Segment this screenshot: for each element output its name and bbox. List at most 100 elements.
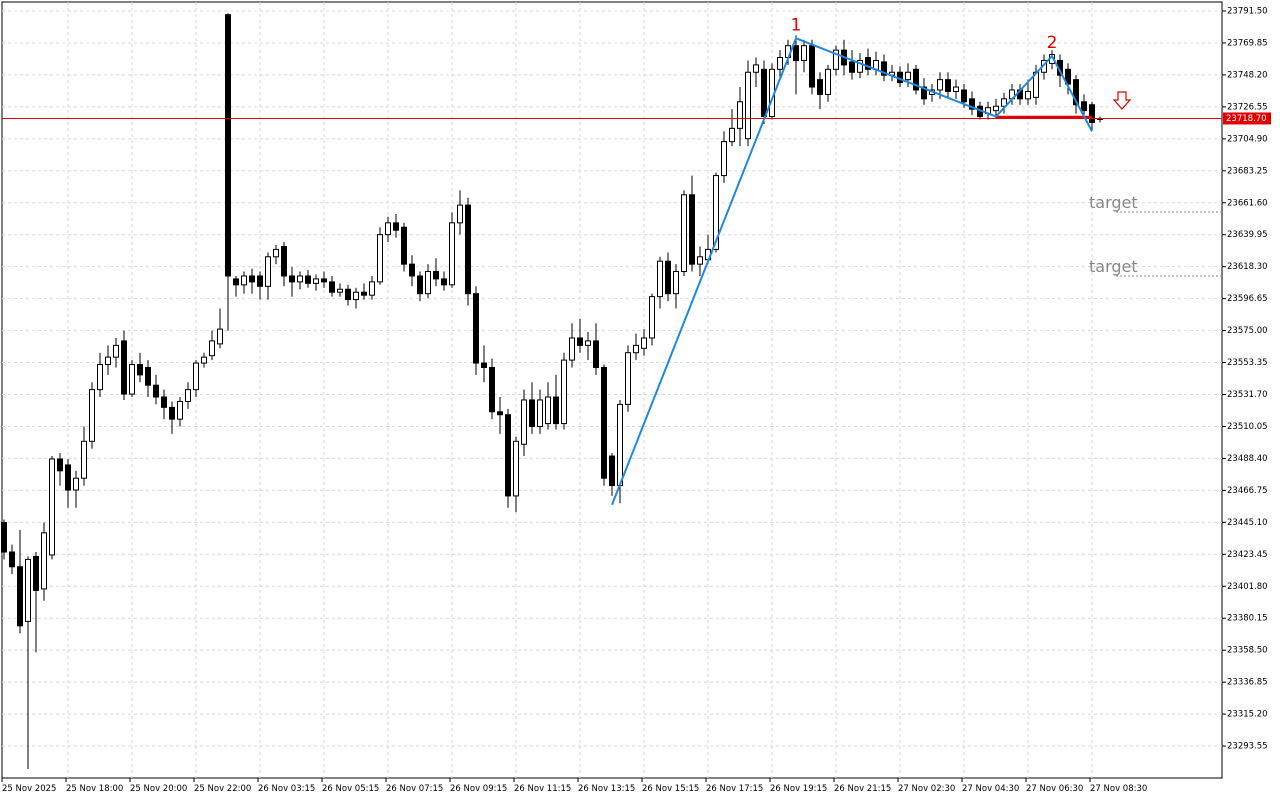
candle-body	[809, 45, 815, 88]
x-tick-label: 25 Nov 20:00	[130, 784, 187, 794]
y-tick-label: 23336.85	[1227, 678, 1268, 688]
y-tick-label: 23748.20	[1227, 70, 1268, 80]
grid: 23791.50 23769.85 23748.20 23726.55 23704.90…	[1, 2, 1268, 794]
candle-body	[369, 281, 375, 296]
candle-body	[177, 400, 183, 420]
candle-body	[721, 141, 727, 177]
candle-body	[713, 175, 719, 250]
x-tick-label: 27 Nov 02:30	[898, 784, 955, 794]
x-tick-label: 26 Nov 03:15	[258, 784, 315, 794]
candle-body	[601, 366, 607, 479]
candle-body	[201, 356, 207, 364]
target-label: target	[1089, 193, 1138, 212]
candle-body	[793, 45, 799, 61]
candle-body	[393, 222, 399, 231]
candle-body	[1089, 104, 1095, 123]
candle-body	[1, 521, 7, 553]
candle-body	[273, 248, 279, 258]
candle-body	[937, 79, 943, 91]
candle-body	[681, 194, 687, 273]
x-tick-label: 27 Nov 06:30	[1026, 784, 1083, 794]
candle-body	[145, 366, 151, 386]
y-tick-label: 23769.85	[1227, 38, 1268, 48]
candle-body	[625, 352, 631, 405]
price-label-box	[1223, 112, 1271, 125]
candle-body	[97, 364, 103, 391]
candle-body	[921, 86, 927, 100]
candle-body	[401, 226, 407, 265]
candle-body	[441, 278, 447, 286]
candle-body	[649, 296, 655, 339]
candle-body	[249, 275, 255, 283]
candle-body	[425, 271, 431, 295]
candle-body	[545, 396, 551, 425]
candle-body	[569, 337, 575, 361]
candle-body	[57, 458, 63, 472]
candle-body	[881, 61, 887, 76]
candle-body	[1025, 90, 1031, 100]
y-tick-label: 23466.75	[1227, 486, 1268, 496]
x-tick-label: 26 Nov 15:15	[642, 784, 699, 794]
candle-body	[489, 366, 495, 413]
candle-body	[993, 105, 999, 112]
y-tick-label: 23661.60	[1227, 198, 1268, 208]
y-tick-label: 23423.45	[1227, 550, 1268, 560]
candle-body	[777, 57, 783, 70]
candle-body	[257, 275, 263, 287]
candle-body	[593, 340, 599, 368]
candle-body	[817, 79, 823, 95]
candle-body	[553, 396, 559, 425]
x-tick-label: 26 Nov 09:15	[450, 784, 507, 794]
candle-body	[241, 275, 247, 286]
x-tick-label: 26 Nov 11:15	[514, 784, 571, 794]
candle-body	[657, 260, 663, 298]
y-tick-label: 23315.20	[1227, 710, 1268, 720]
candle-body	[465, 204, 471, 295]
marks	[1, 13, 1103, 769]
candle-body	[969, 98, 975, 110]
candle-body	[113, 344, 119, 358]
candle-body	[737, 101, 743, 129]
y-tick-label: 23704.90	[1227, 134, 1268, 144]
candle-body	[457, 204, 463, 224]
y-tick-label: 23726.55	[1227, 102, 1268, 112]
y-tick-label: 23531.70	[1227, 390, 1268, 400]
candle-body	[49, 458, 55, 556]
candle-body	[753, 64, 759, 73]
candle-body	[953, 86, 959, 92]
candle-body	[449, 222, 455, 286]
candle-body	[233, 278, 239, 286]
zigzag	[611, 37, 1093, 506]
candle-body	[849, 61, 855, 73]
candle-body	[913, 68, 919, 91]
candle-body	[185, 389, 191, 402]
candle-body	[761, 68, 767, 118]
x-tick-label: 25 Nov 18:00	[66, 784, 123, 794]
candle-body	[193, 362, 199, 391]
candle-body	[289, 275, 295, 283]
price-label: 23718.70	[1226, 114, 1267, 124]
candle-body	[1001, 98, 1007, 107]
x-tick-label: 26 Nov 13:15	[578, 784, 635, 794]
candle-body	[825, 68, 831, 95]
candle-body	[161, 396, 167, 408]
candle-body	[33, 555, 39, 591]
y-tick-label: 23553.35	[1227, 358, 1268, 368]
candle-body	[433, 271, 439, 280]
candle-body	[377, 234, 383, 283]
x-tick-label: 27 Nov 08:30	[1090, 784, 1147, 794]
candle-body	[633, 344, 639, 354]
candle-body	[297, 275, 303, 283]
y-tick-label: 23596.65	[1227, 294, 1268, 304]
x-tick-label: 27 Nov 04:30	[962, 784, 1019, 794]
candle-body	[529, 399, 535, 428]
y-tick-label: 23575.00	[1227, 326, 1268, 336]
zigzag-label: 1	[791, 15, 802, 35]
overlays: 23718.70 1 2 target target	[2, 15, 1271, 506]
candle-body	[961, 89, 967, 103]
candle-body	[17, 566, 23, 627]
candle-body	[505, 414, 511, 497]
candle-body	[833, 49, 839, 70]
